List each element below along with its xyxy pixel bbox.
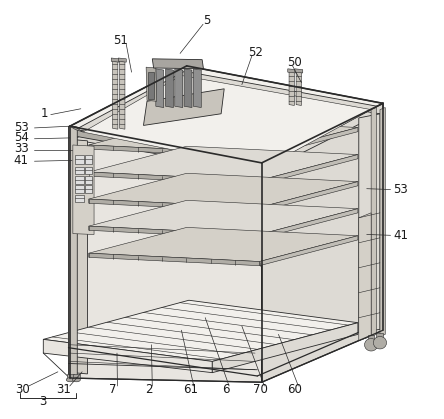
Text: 54: 54 <box>14 132 29 145</box>
Text: 53: 53 <box>393 183 408 196</box>
Polygon shape <box>75 71 377 166</box>
Polygon shape <box>89 173 358 207</box>
Polygon shape <box>295 69 303 73</box>
Polygon shape <box>175 69 183 108</box>
Polygon shape <box>70 66 383 163</box>
Polygon shape <box>70 126 83 132</box>
Bar <box>85 176 92 184</box>
Polygon shape <box>89 146 358 180</box>
Polygon shape <box>111 58 119 62</box>
Text: 31: 31 <box>56 383 71 396</box>
Polygon shape <box>212 323 358 372</box>
Bar <box>85 155 92 164</box>
Polygon shape <box>73 140 87 374</box>
Polygon shape <box>380 108 385 336</box>
Bar <box>75 185 84 193</box>
Polygon shape <box>89 200 358 235</box>
Polygon shape <box>89 145 259 158</box>
Text: 3: 3 <box>40 395 47 408</box>
Polygon shape <box>156 69 164 108</box>
Polygon shape <box>262 163 267 166</box>
Polygon shape <box>119 60 125 129</box>
Bar <box>85 167 92 174</box>
Polygon shape <box>118 58 126 62</box>
Polygon shape <box>146 67 157 101</box>
Circle shape <box>373 336 387 349</box>
Bar <box>75 194 84 202</box>
Text: 70: 70 <box>254 383 268 396</box>
Text: 1: 1 <box>41 107 48 120</box>
Polygon shape <box>371 108 377 336</box>
Bar <box>368 335 374 341</box>
Circle shape <box>365 339 378 351</box>
Text: 41: 41 <box>14 154 29 167</box>
Polygon shape <box>359 213 371 341</box>
Polygon shape <box>262 103 383 382</box>
Text: 30: 30 <box>15 383 30 396</box>
Polygon shape <box>152 59 203 69</box>
Polygon shape <box>44 300 358 362</box>
Bar <box>75 167 84 174</box>
Bar <box>67 374 74 378</box>
Polygon shape <box>68 126 77 376</box>
Polygon shape <box>259 236 358 266</box>
Text: 33: 33 <box>14 142 28 155</box>
Polygon shape <box>89 253 259 266</box>
Polygon shape <box>193 69 201 108</box>
Polygon shape <box>259 181 358 212</box>
Polygon shape <box>83 75 371 168</box>
Text: 6: 6 <box>222 383 229 396</box>
Polygon shape <box>359 114 380 332</box>
Text: 5: 5 <box>203 14 210 27</box>
Polygon shape <box>75 129 266 170</box>
Bar <box>75 155 84 164</box>
Polygon shape <box>73 84 380 172</box>
Bar <box>85 185 92 193</box>
Bar <box>75 176 84 184</box>
Text: 51: 51 <box>113 34 128 47</box>
Polygon shape <box>289 71 294 106</box>
Polygon shape <box>89 172 259 184</box>
Polygon shape <box>166 69 174 108</box>
Text: 41: 41 <box>393 229 408 242</box>
Text: 60: 60 <box>287 383 302 396</box>
Polygon shape <box>89 228 358 261</box>
Polygon shape <box>259 209 358 239</box>
Bar <box>148 72 155 99</box>
Bar <box>377 333 383 339</box>
Polygon shape <box>70 126 262 382</box>
Text: 53: 53 <box>14 121 28 134</box>
Polygon shape <box>296 71 301 106</box>
Polygon shape <box>68 126 74 375</box>
Polygon shape <box>73 145 94 235</box>
Polygon shape <box>259 155 358 184</box>
Text: 61: 61 <box>183 383 198 396</box>
Text: 2: 2 <box>146 383 153 396</box>
Polygon shape <box>89 119 358 153</box>
Ellipse shape <box>66 378 74 382</box>
Polygon shape <box>184 69 192 108</box>
Polygon shape <box>89 199 259 212</box>
Bar <box>73 374 80 378</box>
Polygon shape <box>288 69 296 73</box>
Text: 7: 7 <box>109 383 117 396</box>
Polygon shape <box>143 89 224 125</box>
Polygon shape <box>44 339 212 372</box>
Polygon shape <box>259 127 358 158</box>
Text: 52: 52 <box>248 46 262 59</box>
Polygon shape <box>89 226 259 239</box>
Ellipse shape <box>72 378 80 382</box>
Text: 50: 50 <box>287 56 302 69</box>
Polygon shape <box>113 60 118 129</box>
